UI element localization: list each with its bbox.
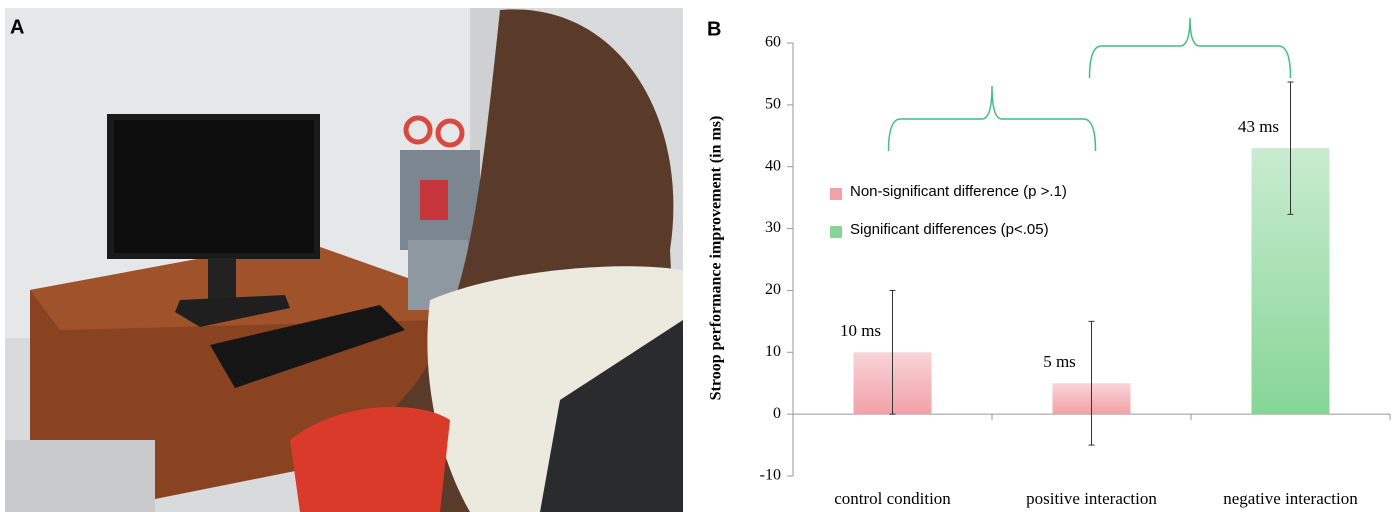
- panel-label: B: [707, 18, 721, 40]
- y-tick-label: 0: [773, 405, 781, 422]
- photo: [5, 8, 683, 512]
- data-label: 43 ms: [1238, 117, 1279, 136]
- legend-label: Non-significant difference (p >.1): [850, 183, 1067, 200]
- x-tick-label: positive interaction: [1026, 489, 1157, 508]
- y-tick-label: -10: [760, 467, 781, 484]
- y-axis-label: Stroop performance improvement (in ms): [708, 116, 725, 401]
- legend-label: Significant differences (p<.05): [850, 221, 1049, 238]
- data-label: 10 ms: [840, 321, 881, 340]
- y-tick-label: 60: [765, 34, 781, 51]
- page: {"panel_labels": ["A", "B"], "chart_data…: [0, 0, 1398, 512]
- y-tick-label: 30: [765, 219, 781, 236]
- comparison-bracket: [889, 86, 1096, 151]
- y-tick-label: 40: [765, 157, 781, 174]
- y-tick-label: 10: [765, 343, 781, 360]
- y-tick-label: 20: [765, 281, 781, 298]
- legend-swatch: [830, 188, 842, 200]
- y-tick-label: 50: [765, 96, 781, 113]
- data-label: 5 ms: [1043, 352, 1076, 371]
- comparison-bracket: [1090, 18, 1291, 78]
- x-tick-label: negative interaction: [1223, 489, 1358, 508]
- x-tick-label: control condition: [834, 489, 951, 508]
- panel-label: A: [10, 16, 24, 38]
- legend-swatch: [830, 226, 842, 238]
- figure: A B Stroop performance improvement (in m…: [0, 0, 1398, 512]
